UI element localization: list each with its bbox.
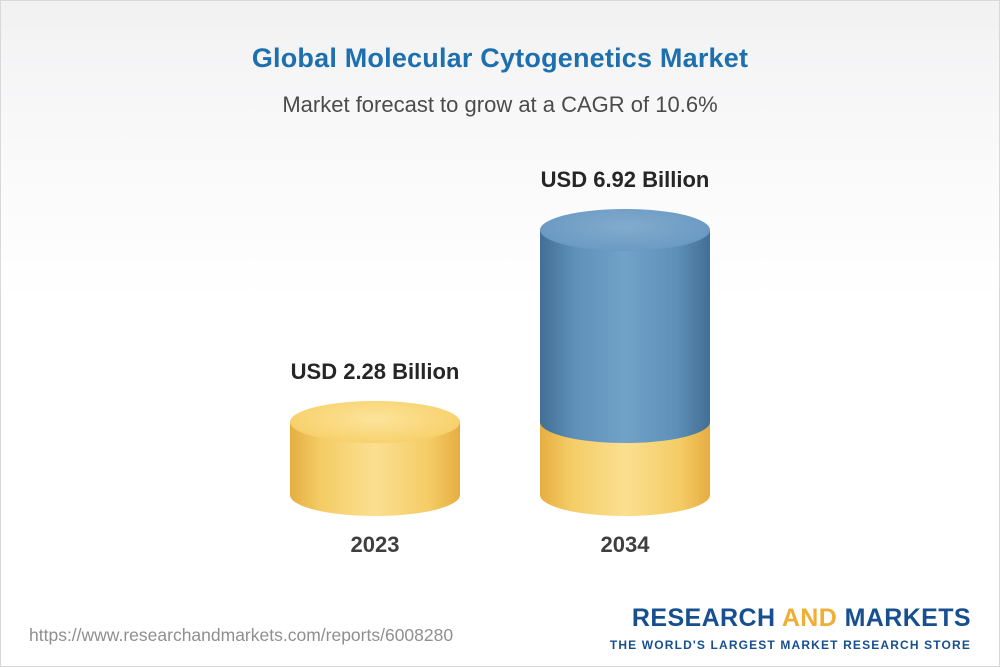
value-label-2023: USD 2.28 Billion	[290, 359, 460, 384]
value-label-2034: USD 6.92 Billion	[540, 167, 710, 192]
cylinder-2023	[290, 401, 460, 516]
cylinder-2034-growth-segment	[540, 230, 710, 443]
page-subtitle: Market forecast to grow at a CAGR of 10.…	[282, 92, 718, 117]
chart-header: Global Molecular Cytogenetics Market Mar…	[1, 1, 999, 118]
bar-column-2023: USD 2.28 Billion 2023	[290, 359, 460, 558]
logo-word-research: RESEARCH	[631, 604, 776, 632]
category-label-2023: 2023	[350, 532, 400, 557]
logo-word-and: AND	[781, 604, 838, 632]
report-url-link[interactable]: https://www.researchandmarkets.com/repor…	[29, 625, 454, 645]
page-title: Global Molecular Cytogenetics Market	[251, 43, 749, 73]
cylinder-2034-top-face	[540, 209, 710, 251]
cylinder-2023-top-face	[290, 401, 460, 443]
bar-chart: USD 2.28 Billion 2023 USD 6.92 Billion 2…	[1, 167, 999, 558]
logo-tagline: THE WORLD'S LARGEST MARKET RESEARCH STOR…	[609, 638, 971, 652]
research-and-markets-logo: RESEARCH AND MARKETS THE WORLD'S LARGEST…	[610, 604, 971, 652]
bar-column-2034: USD 6.92 Billion 2034	[540, 167, 710, 558]
logo-word-markets: MARKETS	[844, 604, 971, 632]
logo-wordmark: RESEARCH AND MARKETS	[610, 604, 971, 633]
category-label-2034: 2034	[600, 532, 650, 557]
cylinder-2034	[540, 209, 710, 516]
